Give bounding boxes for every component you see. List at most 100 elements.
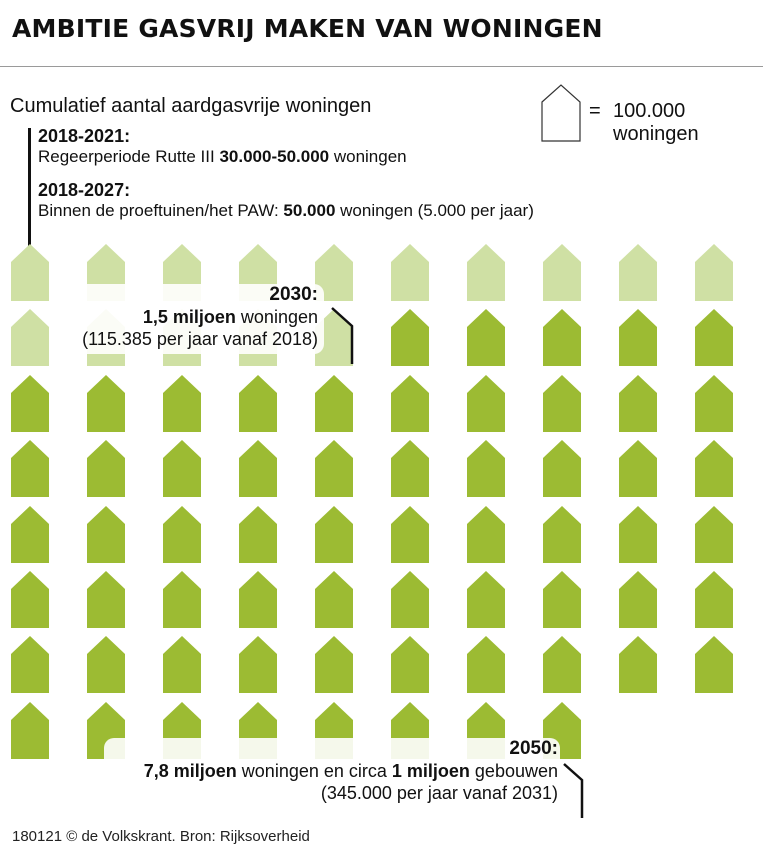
house-icon bbox=[239, 636, 277, 694]
annotation-2030: 2030: 1,5 miljoen woningen (115.385 per … bbox=[66, 284, 324, 354]
house-icon bbox=[315, 244, 353, 301]
house-icon bbox=[11, 571, 49, 628]
house-icon bbox=[163, 505, 201, 563]
annotation-label-gebouwen: gebouwen bbox=[469, 761, 558, 781]
chart-subtitle: Cumulatief aantal aardgasvrije woningen bbox=[10, 95, 372, 117]
period-2018-2021: 2018-2021: Regeerperiode Rutte III 30.00… bbox=[38, 126, 407, 167]
house-icon bbox=[315, 505, 353, 563]
house-icon bbox=[315, 309, 353, 367]
house-icon bbox=[619, 309, 657, 367]
house-icon bbox=[695, 244, 733, 301]
house-icon bbox=[239, 505, 277, 563]
legend-unit: woningen bbox=[613, 123, 699, 145]
period-value: 30.000-50.000 bbox=[219, 147, 330, 166]
chart-title: AMBITIE GASVRIJ MAKEN VAN WONINGEN bbox=[12, 14, 603, 43]
house-icon bbox=[11, 309, 49, 367]
house-icon bbox=[315, 440, 353, 498]
house-icon bbox=[695, 440, 733, 498]
house-icon bbox=[11, 244, 49, 301]
house-icon bbox=[315, 636, 353, 694]
house-icon bbox=[695, 505, 733, 563]
period-2018-2027: 2018-2027: Binnen de proeftuinen/het PAW… bbox=[38, 180, 534, 221]
house-icon bbox=[11, 701, 49, 759]
house-icon bbox=[239, 571, 277, 628]
house-icon bbox=[467, 374, 505, 432]
period-text-before: Binnen de proeftuinen/het PAW: bbox=[38, 201, 284, 220]
house-icon bbox=[163, 636, 201, 694]
house-icon bbox=[467, 571, 505, 628]
house-icon bbox=[163, 571, 201, 628]
bracket-2030 bbox=[331, 307, 354, 364]
annotation-2050: 2050: 7,8 miljoen woningen en circa 1 mi… bbox=[104, 738, 560, 814]
house-icon bbox=[11, 440, 49, 498]
house-icon bbox=[543, 571, 581, 628]
house-icon bbox=[239, 374, 277, 432]
house-icon bbox=[391, 636, 429, 694]
annotation-value-gebouwen: 1 miljoen bbox=[391, 761, 470, 781]
house-icon bbox=[619, 636, 657, 694]
house-icon bbox=[87, 636, 125, 694]
house-icon bbox=[11, 636, 49, 694]
house-icon bbox=[543, 505, 581, 563]
house-icon bbox=[87, 505, 125, 563]
house-icon bbox=[619, 571, 657, 628]
period-text-after: woningen bbox=[329, 147, 407, 166]
annotation-value-woningen: 7,8 miljoen bbox=[143, 761, 237, 781]
house-icon bbox=[391, 440, 429, 498]
annotation-note: (345.000 per jaar vanaf 2031) bbox=[320, 783, 558, 803]
house-icon bbox=[315, 374, 353, 432]
house-icon bbox=[391, 374, 429, 432]
house-icon bbox=[619, 374, 657, 432]
house-icon bbox=[619, 505, 657, 563]
house-icon bbox=[695, 571, 733, 628]
house-icon bbox=[87, 440, 125, 498]
legend-value: 100.000 bbox=[613, 100, 686, 122]
house-icon bbox=[239, 440, 277, 498]
house-icon bbox=[87, 571, 125, 628]
annotation-note: (115.385 per jaar vanaf 2018) bbox=[82, 329, 318, 349]
house-icon bbox=[619, 244, 657, 301]
house-icon bbox=[391, 505, 429, 563]
bracket-2050 bbox=[563, 763, 584, 818]
house-icon bbox=[11, 374, 49, 432]
house-icon bbox=[543, 636, 581, 694]
house-icon bbox=[87, 374, 125, 432]
house-icon bbox=[543, 374, 581, 432]
period-text-before: Regeerperiode Rutte III bbox=[38, 147, 220, 166]
house-icon bbox=[391, 244, 429, 301]
house-icon bbox=[11, 505, 49, 563]
annotation-year: 2030: bbox=[269, 284, 318, 305]
annotation-label: woningen bbox=[235, 307, 318, 327]
period-text: Binnen de proeftuinen/het PAW: 50.000 wo… bbox=[38, 201, 534, 221]
house-icon bbox=[695, 309, 733, 367]
period-heading: 2018-2027: bbox=[38, 180, 131, 200]
period-text-after: woningen (5.000 per jaar) bbox=[335, 201, 534, 220]
annotation-value: 1,5 miljoen bbox=[142, 307, 236, 327]
title-divider bbox=[0, 66, 763, 67]
house-icon bbox=[391, 309, 429, 367]
annotation-text: 7,8 miljoen woningen en circa 1 miljoen … bbox=[104, 760, 558, 782]
house-icon bbox=[467, 440, 505, 498]
period-text: Regeerperiode Rutte III 30.000-50.000 wo… bbox=[38, 147, 407, 167]
house-icon bbox=[543, 244, 581, 301]
period-value: 50.000 bbox=[283, 201, 336, 220]
house-icon bbox=[619, 440, 657, 498]
house-icon bbox=[163, 374, 201, 432]
house-icon bbox=[467, 505, 505, 563]
house-icon bbox=[543, 309, 581, 367]
house-icon bbox=[695, 636, 733, 694]
period-marker-line bbox=[28, 128, 31, 300]
period-heading: 2018-2021: bbox=[38, 126, 131, 146]
source-footer: 180121 © de Volkskrant. Bron: Rijksoverh… bbox=[12, 828, 310, 845]
house-icon bbox=[315, 571, 353, 628]
annotation-text: 1,5 miljoen woningen bbox=[66, 306, 318, 328]
annotation-year: 2050: bbox=[509, 738, 558, 759]
house-icon bbox=[695, 374, 733, 432]
house-icon bbox=[467, 244, 505, 301]
legend-equals: = bbox=[589, 100, 601, 122]
house-icon bbox=[543, 440, 581, 498]
house-icon bbox=[467, 636, 505, 694]
house-icon bbox=[467, 309, 505, 367]
annotation-label: woningen en circa bbox=[236, 761, 392, 781]
house-icon bbox=[163, 440, 201, 498]
